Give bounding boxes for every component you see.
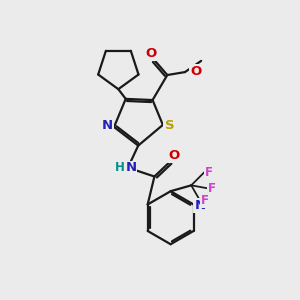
Text: S: S (164, 119, 174, 132)
Text: O: O (145, 47, 156, 60)
Text: O: O (168, 149, 179, 162)
Text: F: F (208, 182, 216, 195)
Text: N: N (102, 119, 113, 132)
Text: H: H (115, 160, 124, 174)
Text: N: N (194, 200, 206, 212)
Text: F: F (205, 166, 213, 178)
Text: N: N (125, 161, 136, 174)
Text: F: F (200, 194, 208, 207)
Text: O: O (190, 65, 202, 78)
